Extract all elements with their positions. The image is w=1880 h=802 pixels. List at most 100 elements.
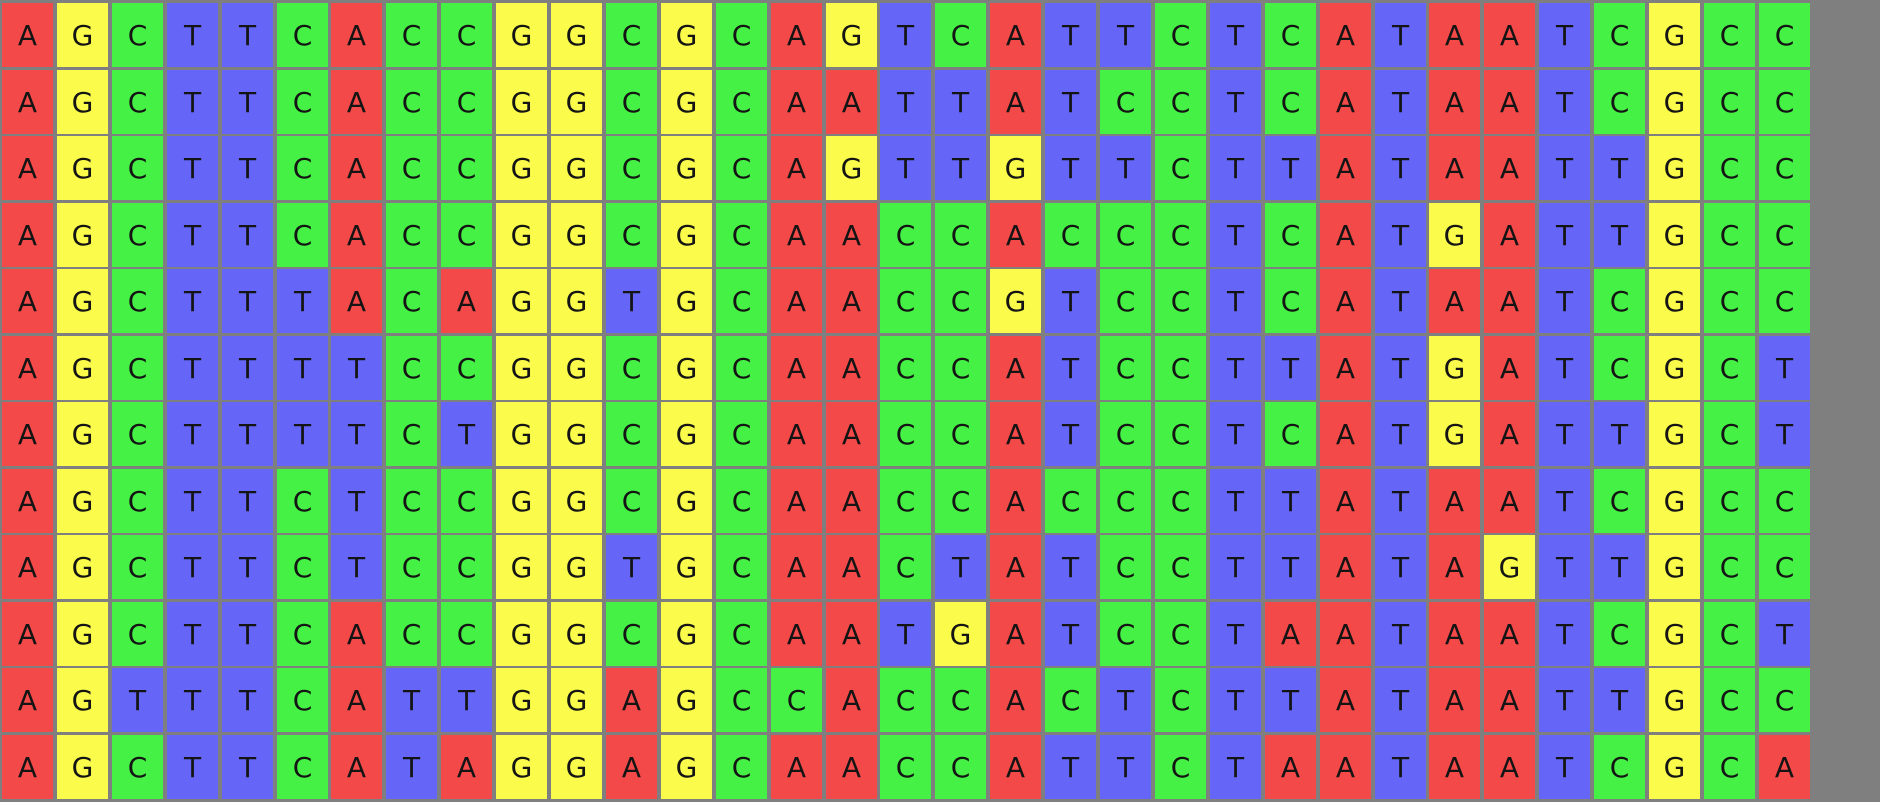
base-cell: C: [386, 136, 437, 200]
base-cell: C: [1759, 668, 1810, 732]
base-cell: A: [606, 668, 657, 732]
base-cell: T: [1210, 668, 1261, 732]
base-cell: C: [935, 469, 986, 533]
base-cell: G: [1649, 269, 1700, 333]
base-cell: T: [1210, 469, 1261, 533]
base-cell: T: [222, 203, 273, 267]
base-cell: T: [1265, 336, 1316, 400]
base-cell: G: [496, 203, 547, 267]
base-cell: A: [1429, 136, 1480, 200]
base-cell: T: [222, 668, 273, 732]
base-cell: A: [1759, 735, 1810, 799]
base-cell: C: [716, 602, 767, 666]
base-cell: C: [1265, 3, 1316, 67]
base-cell: T: [1045, 70, 1096, 134]
base-cell: C: [716, 203, 767, 267]
base-cell: T: [1265, 535, 1316, 599]
base-cell: C: [1155, 735, 1206, 799]
base-cell: C: [112, 336, 163, 400]
base-cell: T: [1375, 203, 1426, 267]
base-cell: G: [551, 3, 602, 67]
base-cell: C: [880, 269, 931, 333]
base-cell: A: [1484, 3, 1535, 67]
base-cell: C: [716, 336, 767, 400]
base-cell: A: [771, 136, 822, 200]
base-cell: A: [1320, 269, 1371, 333]
base-cell: C: [1100, 203, 1151, 267]
base-cell: C: [1155, 70, 1206, 134]
base-cell: G: [661, 3, 712, 67]
base-cell: C: [1155, 668, 1206, 732]
base-cell: G: [551, 336, 602, 400]
base-cell: G: [1649, 602, 1700, 666]
base-cell: T: [167, 535, 218, 599]
base-cell: C: [277, 602, 328, 666]
base-cell: G: [57, 469, 108, 533]
base-cell: G: [496, 269, 547, 333]
base-cell: G: [1649, 668, 1700, 732]
base-cell: A: [1320, 3, 1371, 67]
base-cell: T: [1375, 70, 1426, 134]
base-cell: A: [1484, 735, 1535, 799]
base-cell: C: [1759, 70, 1810, 134]
base-cell: T: [1594, 668, 1645, 732]
base-cell: A: [331, 3, 382, 67]
base-cell: T: [1210, 602, 1261, 666]
base-cell: T: [1210, 402, 1261, 466]
base-cell: T: [1210, 203, 1261, 267]
base-cell: C: [386, 402, 437, 466]
base-cell: T: [880, 602, 931, 666]
base-cell: G: [496, 136, 547, 200]
base-cell: A: [990, 469, 1041, 533]
base-cell: C: [606, 469, 657, 533]
base-cell: C: [1594, 269, 1645, 333]
base-cell: G: [551, 735, 602, 799]
base-cell: C: [277, 203, 328, 267]
base-cell: A: [990, 602, 1041, 666]
base-cell: G: [496, 402, 547, 466]
base-cell: C: [1594, 469, 1645, 533]
base-cell: C: [1100, 535, 1151, 599]
base-cell: A: [1320, 336, 1371, 400]
base-cell: T: [1539, 136, 1590, 200]
base-cell: T: [167, 402, 218, 466]
base-cell: C: [606, 3, 657, 67]
base-cell: T: [1210, 3, 1261, 67]
base-cell: G: [1649, 203, 1700, 267]
base-cell: A: [990, 402, 1041, 466]
base-cell: C: [716, 136, 767, 200]
base-cell: T: [167, 203, 218, 267]
base-cell: A: [826, 602, 877, 666]
base-cell: C: [1704, 602, 1755, 666]
base-cell: G: [1649, 402, 1700, 466]
base-cell: G: [551, 269, 602, 333]
base-cell: C: [935, 269, 986, 333]
base-cell: A: [1484, 469, 1535, 533]
base-cell: A: [826, 70, 877, 134]
base-cell: T: [1375, 668, 1426, 732]
base-cell: A: [331, 203, 382, 267]
base-cell: T: [167, 70, 218, 134]
base-cell: T: [1375, 469, 1426, 533]
base-cell: C: [1155, 203, 1206, 267]
base-cell: C: [880, 668, 931, 732]
base-cell: T: [1594, 535, 1645, 599]
base-cell: T: [1759, 402, 1810, 466]
base-cell: G: [496, 602, 547, 666]
base-cell: G: [826, 136, 877, 200]
base-cell: A: [2, 535, 53, 599]
base-cell: C: [386, 3, 437, 67]
base-cell: A: [990, 70, 1041, 134]
base-cell: C: [1594, 602, 1645, 666]
base-cell: A: [1484, 602, 1535, 666]
base-cell: C: [1594, 70, 1645, 134]
base-cell: C: [716, 70, 767, 134]
base-cell: T: [1265, 136, 1316, 200]
base-cell: C: [1265, 269, 1316, 333]
base-cell: C: [441, 336, 492, 400]
base-cell: C: [441, 136, 492, 200]
base-cell: A: [1320, 602, 1371, 666]
